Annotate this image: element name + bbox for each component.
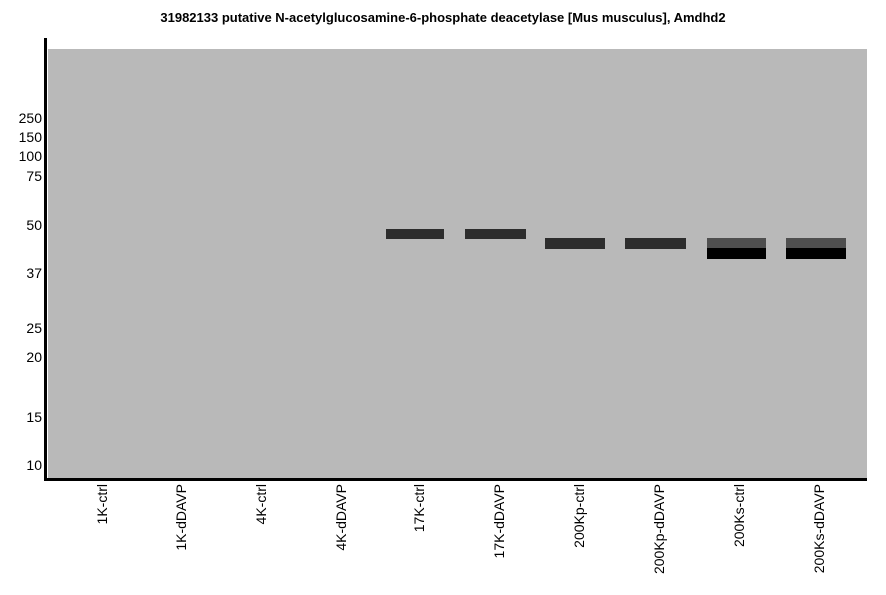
gel-band-17K-ctrl-47kda bbox=[386, 229, 444, 239]
gel-band-200Ks-ctrl-42kda bbox=[707, 248, 766, 259]
gel-band-200Ks-dDAVP-42kda bbox=[786, 248, 846, 259]
y-tick-label-150: 150 bbox=[18, 129, 42, 145]
chart-title: 31982133 putative N-acetylglucosamine-6-… bbox=[160, 10, 726, 25]
gel-band-200Ks-dDAVP-45kda bbox=[786, 238, 846, 248]
lane-label-1K-ctrl: 1K-ctrl bbox=[94, 484, 110, 525]
y-tick-label-50: 50 bbox=[26, 217, 42, 233]
y-tick-label-15: 15 bbox=[26, 409, 42, 425]
lane-label-17K-ctrl: 17K-ctrl bbox=[411, 484, 427, 533]
y-tick-label-25: 25 bbox=[26, 320, 42, 336]
gel-band-200Kp-ctrl-45kda bbox=[545, 238, 605, 249]
x-axis-line bbox=[44, 478, 867, 481]
y-tick-label-10: 10 bbox=[26, 457, 42, 473]
lane-label-17K-dDAVP: 17K-dDAVP bbox=[491, 484, 507, 559]
lane-label-200Ks-dDAVP: 200Ks-dDAVP bbox=[811, 484, 827, 574]
lane-label-1K-dDAVP: 1K-dDAVP bbox=[173, 484, 189, 551]
y-axis-line bbox=[44, 38, 47, 481]
gel-band-17K-dDAVP-47kda bbox=[465, 229, 526, 239]
lane-label-4K-dDAVP: 4K-dDAVP bbox=[333, 484, 349, 551]
y-tick-label-100: 100 bbox=[18, 148, 42, 164]
lane-label-4K-ctrl: 4K-ctrl bbox=[253, 484, 269, 525]
lane-label-200Ks-ctrl: 200Ks-ctrl bbox=[731, 484, 747, 548]
y-tick-label-75: 75 bbox=[26, 168, 42, 184]
gel-band-200Ks-ctrl-45kda bbox=[707, 238, 766, 248]
lane-label-200Kp-ctrl: 200Kp-ctrl bbox=[571, 484, 587, 548]
gel-plot-area bbox=[48, 49, 867, 478]
gel-band-200Kp-dDAVP-45kda bbox=[625, 238, 686, 249]
y-tick-label-37: 37 bbox=[26, 265, 42, 281]
y-tick-label-20: 20 bbox=[26, 349, 42, 365]
lane-label-200Kp-dDAVP: 200Kp-dDAVP bbox=[651, 484, 667, 575]
y-tick-label-250: 250 bbox=[18, 110, 42, 126]
